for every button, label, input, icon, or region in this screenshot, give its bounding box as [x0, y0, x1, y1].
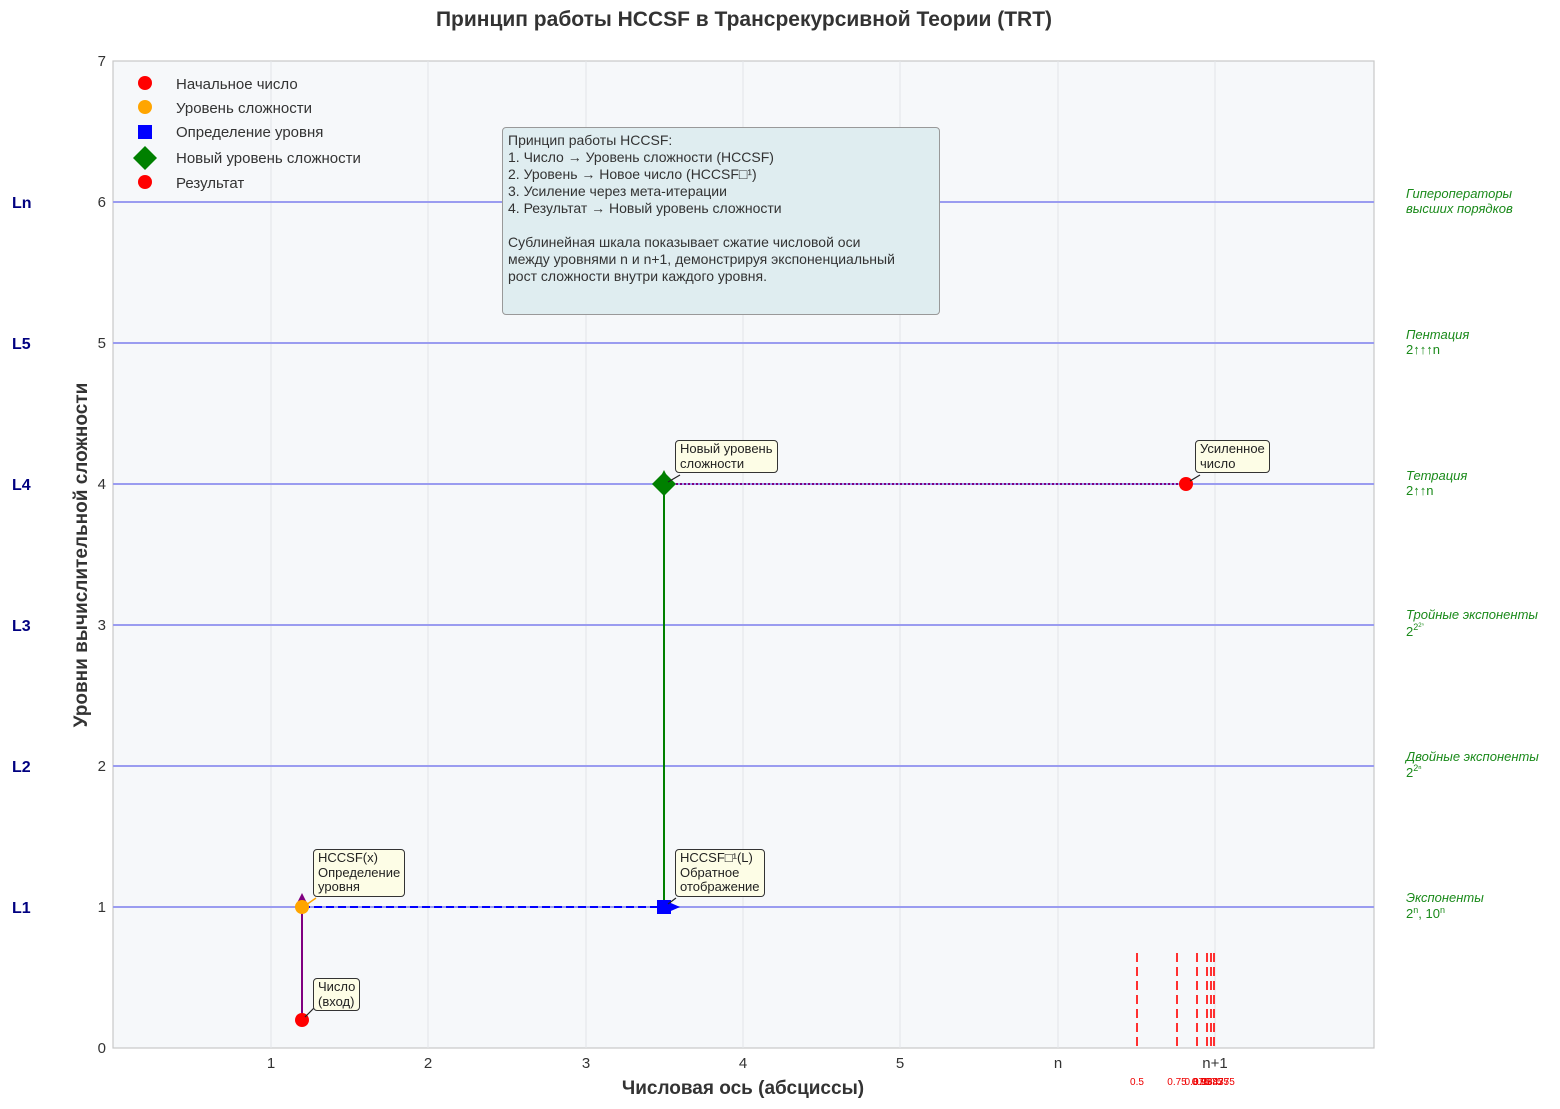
legend-marker-diamond-icon [133, 146, 157, 170]
level-desc: Пентация [1406, 327, 1469, 342]
annotation-hccsf: HCCSF(x) Определение уровня [313, 849, 406, 897]
level-desc: Тетрация [1406, 468, 1467, 483]
level-label: L5 [12, 336, 31, 353]
info-box: Принцип работы HCCSF: 1. Число → Уровень… [502, 127, 940, 315]
annotation-amplified: Усиленное число [1195, 440, 1270, 473]
level-formula: 2↑↑↑n [1406, 342, 1440, 357]
y-axis-label: Уровни вычислительной сложности [71, 383, 92, 728]
legend-item: Определение уровня [176, 124, 323, 141]
level-label: Ln [12, 195, 32, 212]
legend-marker-circle-icon [138, 76, 152, 90]
annotation-input: Число (вход) [313, 978, 361, 1011]
y-tick: 2 [98, 758, 106, 775]
y-tick: 7 [98, 53, 106, 70]
level-label: L4 [12, 477, 31, 494]
marker-complexity-level [295, 900, 309, 914]
marker-new-level [652, 472, 676, 496]
sublinear-label: 0.9375 [1192, 1077, 1223, 1088]
sublinear-label: 0.875 [1184, 1077, 1209, 1088]
level-desc: Экспоненты [1406, 890, 1484, 905]
level-desc: Гипероператоры [1406, 186, 1513, 201]
level-formula: 2n, 10n [1406, 905, 1445, 921]
level-desc: высших порядков [1406, 201, 1513, 216]
y-tick: 0 [98, 1040, 106, 1057]
x-tick: 1 [267, 1055, 275, 1072]
legend-item: Уровень сложности [176, 100, 312, 117]
x-tick: 2 [424, 1055, 432, 1072]
level-formula: 222ⁿ [1406, 622, 1424, 639]
level-label: L2 [12, 759, 31, 776]
legend-item: Новый уровень сложности [176, 150, 361, 167]
level-label: L3 [12, 618, 31, 635]
level-formula: 22ⁿ [1406, 763, 1422, 780]
x-tick: 5 [896, 1055, 904, 1072]
x-axis-label: Числовая ось (абсциссы) [622, 1078, 864, 1099]
sublinear-label: 0.5 [1130, 1077, 1144, 1088]
y-tick: 3 [98, 617, 106, 634]
marker-level-definition [657, 900, 671, 914]
annotation-inverse: HCCSF□¹(L) Обратное отображение [675, 849, 765, 897]
level-label: L1 [12, 900, 31, 917]
sublinear-marks [1136, 953, 1215, 1048]
level-desc: Тройные экспоненты [1406, 607, 1538, 622]
x-tick: 4 [739, 1055, 747, 1072]
x-tick: n+1 [1202, 1055, 1227, 1072]
level-desc: Двойные экспоненты [1404, 749, 1539, 764]
chart-title: Принцип работы HCCSF в Трансрекурсивной … [435, 8, 1053, 31]
y-tick: 5 [98, 335, 106, 352]
legend: Начальное число Уровень сложности Опреде… [133, 76, 361, 192]
sublinear-label: 0.984375 [1193, 1077, 1235, 1088]
level-lines [113, 201, 1374, 908]
annotation-new-level: Новый уровень сложности [675, 440, 778, 473]
x-tick: 3 [582, 1055, 590, 1072]
level-descriptions: Гипероператоры высших порядков Пентация … [1404, 186, 1539, 921]
y-tick: 4 [98, 476, 106, 493]
annotation-arrow [305, 897, 317, 906]
legend-item: Начальное число [176, 76, 298, 93]
marker-result [1179, 477, 1193, 491]
legend-marker-circle-icon [138, 175, 152, 189]
legend-item: Результат [176, 175, 244, 192]
y-tick: 6 [98, 194, 106, 211]
y-tick: 1 [98, 899, 106, 916]
sublinear-label: 0.75 [1167, 1077, 1187, 1088]
x-tick: n [1054, 1055, 1062, 1072]
legend-marker-square-icon [138, 125, 152, 139]
legend-marker-circle-icon [138, 100, 152, 114]
level-formula: 2↑↑n [1406, 483, 1433, 498]
sublinear-label: 0.96875 [1193, 1077, 1230, 1088]
